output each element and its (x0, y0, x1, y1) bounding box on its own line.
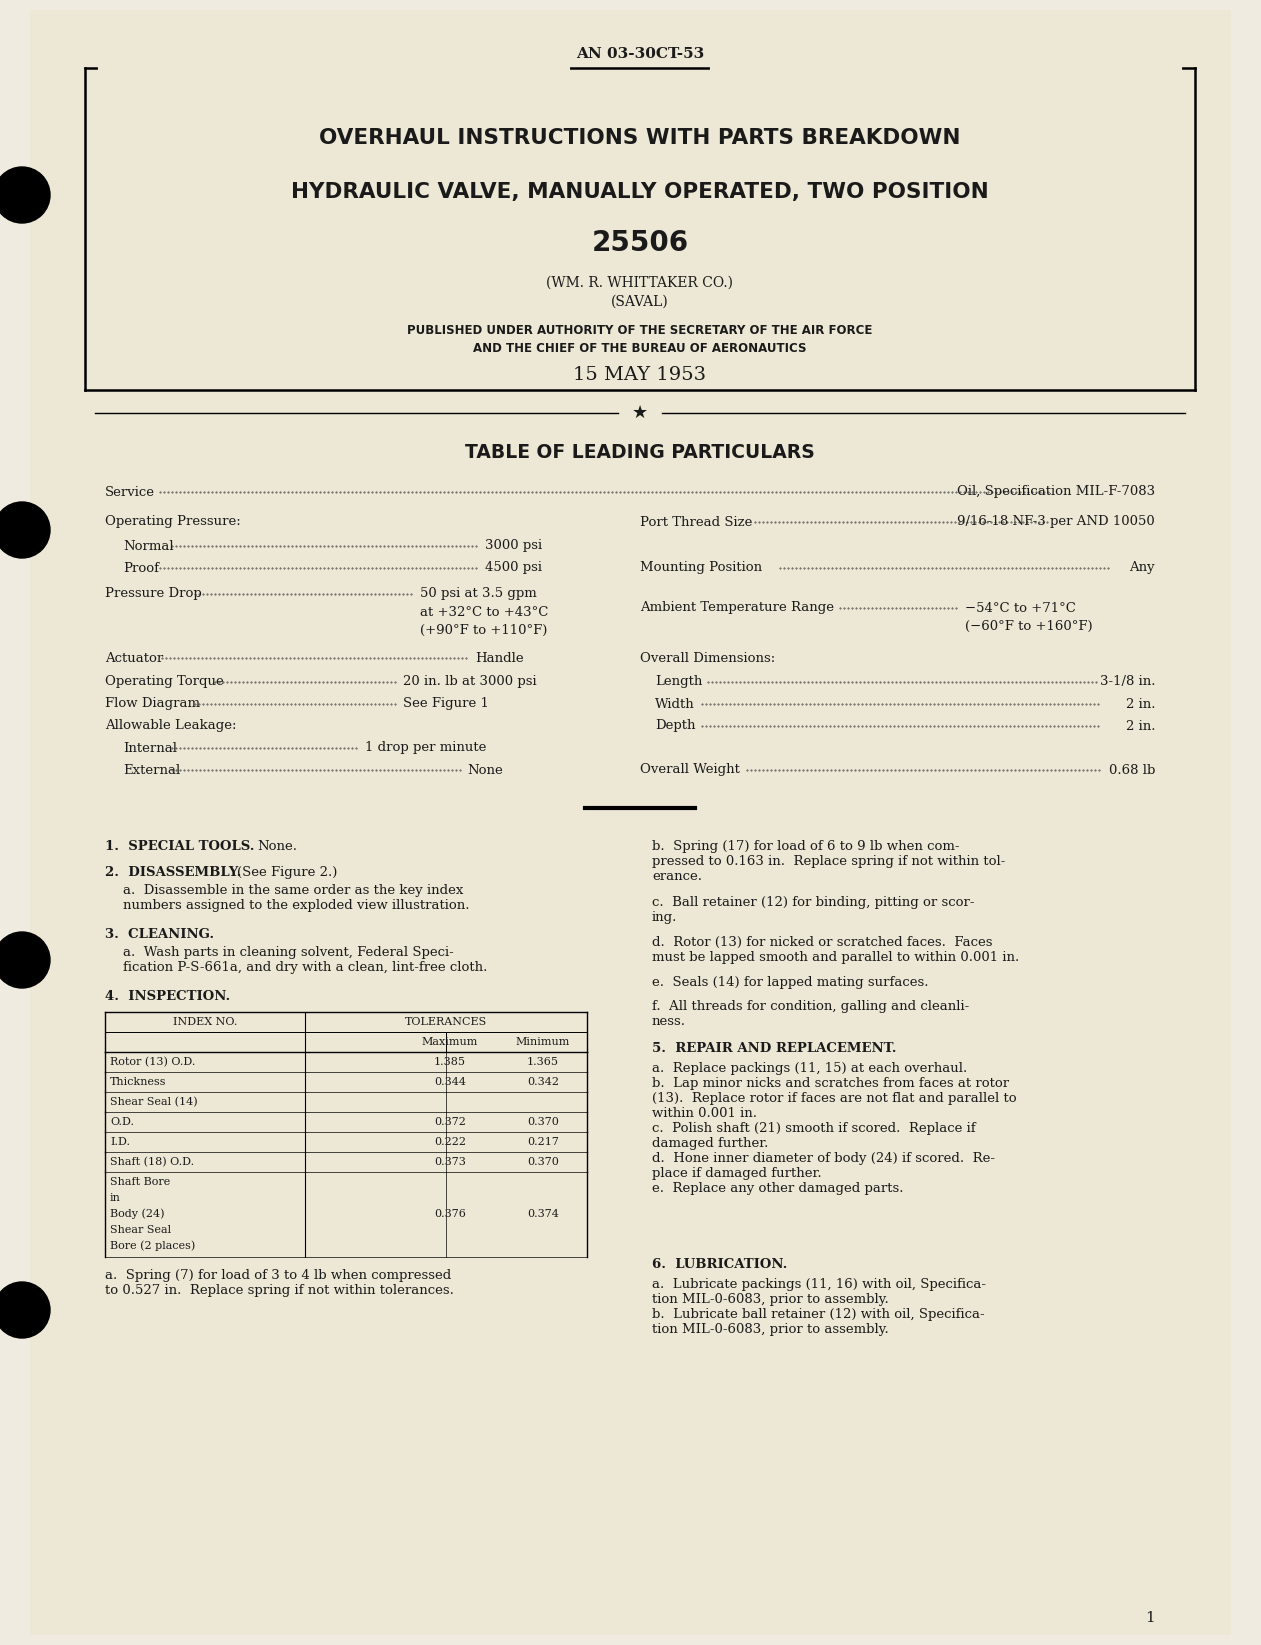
Text: 20 in. lb at 3000 psi: 20 in. lb at 3000 psi (404, 676, 537, 689)
Text: 0.374: 0.374 (527, 1209, 559, 1219)
Text: (−60°F to +160°F): (−60°F to +160°F) (965, 620, 1092, 632)
Text: 0.370: 0.370 (527, 1117, 559, 1127)
Text: 0.376: 0.376 (434, 1209, 465, 1219)
Text: Proof: Proof (124, 561, 159, 574)
Text: d.  Rotor (13) for nicked or scratched faces.  Faces
must be lapped smooth and p: d. Rotor (13) for nicked or scratched fa… (652, 936, 1019, 964)
Text: (SAVAL): (SAVAL) (612, 294, 668, 309)
Text: Ambient Temperature Range: Ambient Temperature Range (641, 602, 834, 615)
Text: Oil, Specification MIL-F-7083: Oil, Specification MIL-F-7083 (957, 485, 1155, 498)
Text: HYDRAULIC VALVE, MANUALLY OPERATED, TWO POSITION: HYDRAULIC VALVE, MANUALLY OPERATED, TWO … (291, 183, 989, 202)
Text: Service: Service (105, 485, 155, 498)
Text: 2.  DISASSEMBLY.: 2. DISASSEMBLY. (105, 865, 241, 878)
Text: (WM. R. WHITTAKER CO.): (WM. R. WHITTAKER CO.) (546, 276, 734, 290)
Text: See Figure 1: See Figure 1 (404, 697, 489, 711)
Circle shape (0, 1281, 50, 1337)
Text: 2 in.: 2 in. (1126, 697, 1155, 711)
Text: 0.222: 0.222 (434, 1137, 467, 1147)
Text: −54°C to +71°C: −54°C to +71°C (965, 602, 1076, 615)
Text: External: External (124, 763, 180, 776)
Text: 0.373: 0.373 (434, 1156, 465, 1166)
Text: O.D.: O.D. (110, 1117, 134, 1127)
Text: Bore (2 places): Bore (2 places) (110, 1240, 195, 1252)
Circle shape (0, 168, 50, 224)
Text: 1 drop per minute: 1 drop per minute (364, 742, 487, 755)
Text: Length: Length (654, 676, 702, 689)
Text: Shaft Bore: Shaft Bore (110, 1178, 170, 1188)
Text: 0.372: 0.372 (434, 1117, 465, 1127)
Text: Allowable Leakage:: Allowable Leakage: (105, 719, 237, 732)
Text: I.D.: I.D. (110, 1137, 130, 1147)
Text: 3-1/8 in.: 3-1/8 in. (1100, 676, 1155, 689)
Text: 50 psi at 3.5 gpm: 50 psi at 3.5 gpm (420, 587, 537, 600)
Text: Overall Dimensions:: Overall Dimensions: (641, 651, 776, 665)
Text: a.  Replace packings (11, 15) at each overhaul.
b.  Lap minor nicks and scratche: a. Replace packings (11, 15) at each ove… (652, 1063, 1016, 1194)
Text: 4500 psi: 4500 psi (485, 561, 542, 574)
Text: TABLE OF LEADING PARTICULARS: TABLE OF LEADING PARTICULARS (465, 444, 815, 462)
Text: Normal: Normal (124, 540, 174, 553)
Text: Width: Width (654, 697, 695, 711)
Text: INDEX NO.: INDEX NO. (173, 1017, 237, 1026)
Text: Operating Torque: Operating Torque (105, 676, 223, 689)
Text: in: in (110, 1193, 121, 1202)
Text: Body (24): Body (24) (110, 1209, 164, 1219)
Text: b.  Spring (17) for load of 6 to 9 lb when com-
pressed to 0.163 in.  Replace sp: b. Spring (17) for load of 6 to 9 lb whe… (652, 841, 1005, 883)
Circle shape (0, 933, 50, 989)
Text: 1: 1 (1145, 1610, 1155, 1625)
Text: OVERHAUL INSTRUCTIONS WITH PARTS BREAKDOWN: OVERHAUL INSTRUCTIONS WITH PARTS BREAKDO… (319, 128, 961, 148)
Text: Mounting Position: Mounting Position (641, 561, 762, 574)
Text: Pressure Drop: Pressure Drop (105, 587, 202, 600)
Text: Actuator: Actuator (105, 651, 163, 665)
Text: (+90°F to +110°F): (+90°F to +110°F) (420, 623, 547, 637)
Text: 4.  INSPECTION.: 4. INSPECTION. (105, 990, 231, 1003)
Text: Operating Pressure:: Operating Pressure: (105, 515, 241, 528)
Text: Handle: Handle (475, 651, 523, 665)
Text: 6.  LUBRICATION.: 6. LUBRICATION. (652, 1258, 787, 1272)
Text: 0.68 lb: 0.68 lb (1108, 763, 1155, 776)
Text: Shaft (18) O.D.: Shaft (18) O.D. (110, 1156, 194, 1168)
Text: a.  Spring (7) for load of 3 to 4 lb when compressed
to 0.527 in.  Replace sprin: a. Spring (7) for load of 3 to 4 lb when… (105, 1268, 454, 1296)
Text: Depth: Depth (654, 719, 696, 732)
Text: at +32°C to +43°C: at +32°C to +43°C (420, 605, 549, 619)
Text: 3.  CLEANING.: 3. CLEANING. (105, 928, 214, 941)
Text: Shear Seal: Shear Seal (110, 1226, 171, 1235)
Text: AN 03-30CT-53: AN 03-30CT-53 (576, 48, 704, 61)
Text: a.  Disassemble in the same order as the key index
numbers assigned to the explo: a. Disassemble in the same order as the … (124, 883, 469, 911)
Text: 3000 psi: 3000 psi (485, 540, 542, 553)
Text: a.  Lubricate packings (11, 16) with oil, Specifica-
tion MIL-0-6083, prior to a: a. Lubricate packings (11, 16) with oil,… (652, 1278, 986, 1336)
Text: 0.217: 0.217 (527, 1137, 559, 1147)
Text: AND THE CHIEF OF THE BUREAU OF AERONAUTICS: AND THE CHIEF OF THE BUREAU OF AERONAUTI… (473, 342, 807, 355)
Text: None.: None. (257, 841, 298, 854)
Text: f.  All threads for condition, galling and cleanli-
ness.: f. All threads for condition, galling an… (652, 1000, 970, 1028)
Text: Shear Seal (14): Shear Seal (14) (110, 1097, 198, 1107)
Text: 2 in.: 2 in. (1126, 719, 1155, 732)
Text: e.  Seals (14) for lapped mating surfaces.: e. Seals (14) for lapped mating surfaces… (652, 975, 928, 989)
Text: Thickness: Thickness (110, 1077, 166, 1087)
Text: a.  Wash parts in cleaning solvent, Federal Speci-
fication P-S-661a, and dry wi: a. Wash parts in cleaning solvent, Feder… (124, 946, 487, 974)
Text: Flow Diagram: Flow Diagram (105, 697, 200, 711)
Text: 1.385: 1.385 (434, 1058, 467, 1068)
Text: ★: ★ (632, 405, 648, 423)
Text: Rotor (13) O.D.: Rotor (13) O.D. (110, 1056, 195, 1068)
Text: 9/16-18 NF-3 per AND 10050: 9/16-18 NF-3 per AND 10050 (957, 515, 1155, 528)
Text: 0.344: 0.344 (434, 1077, 467, 1087)
Text: 0.342: 0.342 (527, 1077, 559, 1087)
Text: 25506: 25506 (591, 229, 689, 257)
Text: Maximum: Maximum (422, 1036, 478, 1046)
Text: Port Thread Size: Port Thread Size (641, 515, 753, 528)
Text: 5.  REPAIR AND REPLACEMENT.: 5. REPAIR AND REPLACEMENT. (652, 1041, 897, 1054)
Text: c.  Ball retainer (12) for binding, pitting or scor-
ing.: c. Ball retainer (12) for binding, pitti… (652, 897, 975, 924)
Text: PUBLISHED UNDER AUTHORITY OF THE SECRETARY OF THE AIR FORCE: PUBLISHED UNDER AUTHORITY OF THE SECRETA… (407, 324, 873, 337)
Text: Any: Any (1130, 561, 1155, 574)
Text: Minimum: Minimum (516, 1036, 570, 1046)
Text: 15 MAY 1953: 15 MAY 1953 (574, 365, 706, 383)
Circle shape (0, 502, 50, 558)
Text: 1.365: 1.365 (527, 1058, 559, 1068)
Text: None: None (467, 763, 503, 776)
Text: Overall Weight: Overall Weight (641, 763, 740, 776)
Text: Internal: Internal (124, 742, 177, 755)
Text: TOLERANCES: TOLERANCES (405, 1017, 487, 1026)
Text: 0.370: 0.370 (527, 1156, 559, 1166)
Text: (See Figure 2.): (See Figure 2.) (237, 865, 338, 878)
Text: 1.  SPECIAL TOOLS.: 1. SPECIAL TOOLS. (105, 841, 255, 854)
